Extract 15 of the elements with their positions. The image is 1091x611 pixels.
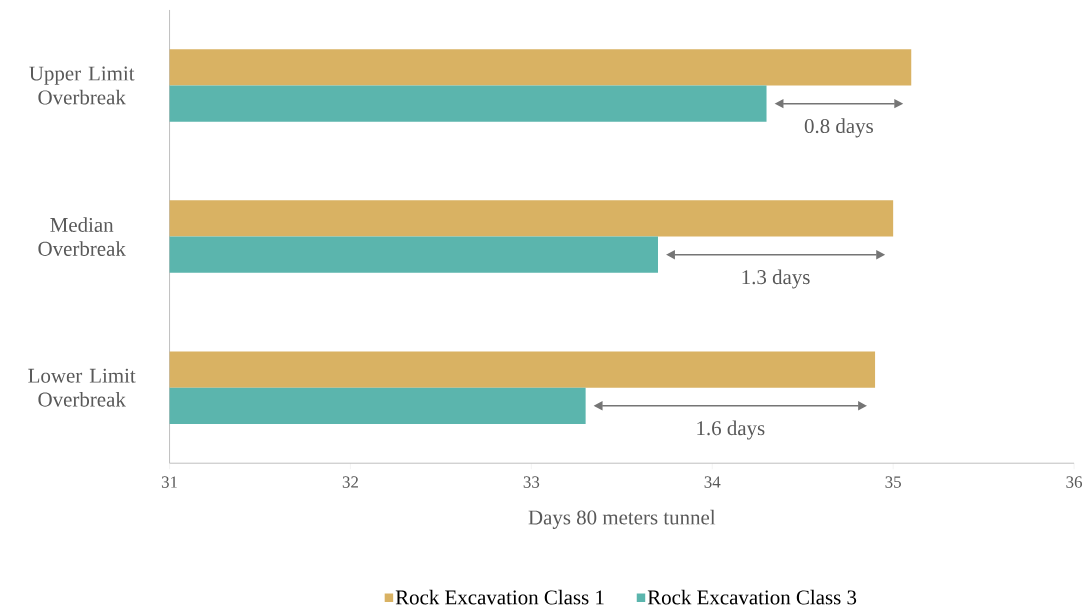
legend-label: Rock Excavation Class 1 [395,589,604,605]
y-tick-label: Upper Limit Overbreak [29,66,135,105]
annotation: 1.3 days [742,269,810,289]
x-tick-label: 36 [1066,476,1083,488]
x-axis-title: Days 80 meters tunnel [528,509,716,529]
legend-label: Rock Excavation Class 3 [647,589,857,605]
x-tick-label: 34 [704,476,721,488]
annotation: 0.8 days [804,118,873,138]
annotation: 1.6 days [697,420,765,440]
x-tick-label: 32 [342,476,358,488]
x-tick-label: 35 [885,476,901,488]
x-tick-label: 33 [523,476,540,488]
y-tick-label: Median Overbreak [38,217,126,256]
y-tick-label: Lower Limit Overbreak [28,368,136,407]
x-tick-label: 31 [161,476,178,488]
